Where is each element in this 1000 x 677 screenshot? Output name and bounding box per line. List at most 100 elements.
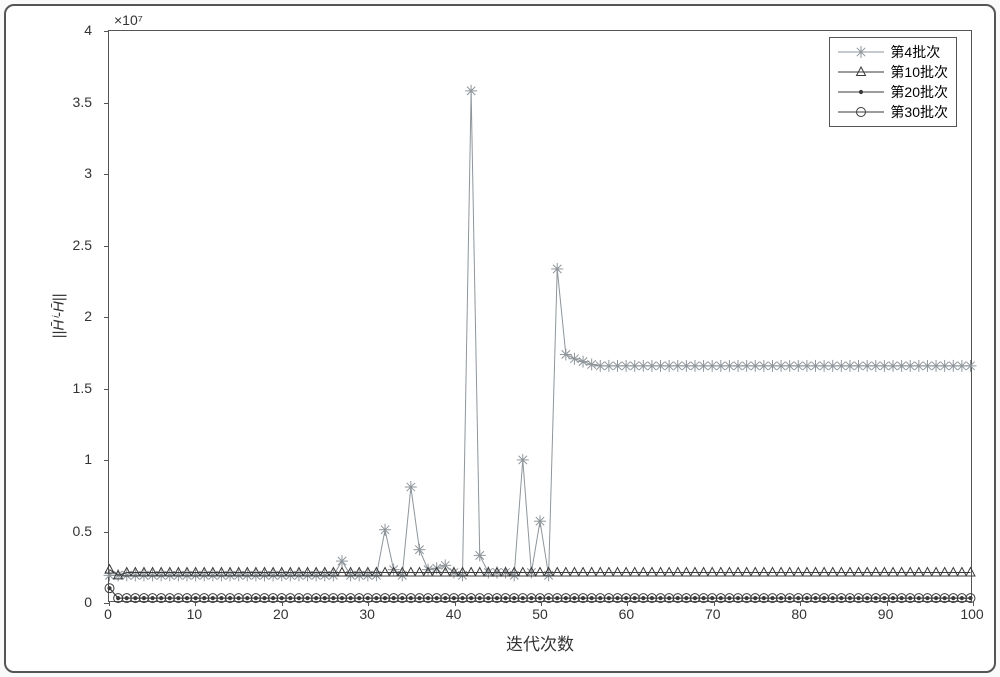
series-marker (871, 568, 880, 576)
series-marker (759, 568, 768, 576)
series-marker (465, 85, 477, 97)
legend-label: 第30批次 (890, 102, 948, 122)
series-marker (553, 568, 562, 576)
series-marker (518, 568, 527, 576)
series-marker (474, 549, 486, 561)
series-marker (716, 568, 725, 576)
legend-swatch (838, 64, 884, 80)
series-marker (837, 568, 846, 576)
series-marker (337, 568, 346, 576)
x-tick-label: 40 (446, 606, 462, 622)
series-marker (932, 568, 941, 576)
series-marker (785, 568, 794, 576)
x-tick-label: 30 (359, 606, 375, 622)
x-tick-label: 50 (532, 606, 548, 622)
series-marker (742, 568, 751, 576)
legend-swatch (838, 84, 884, 100)
series-marker (966, 568, 975, 576)
x-tick-label: 90 (878, 606, 894, 622)
series-marker (880, 568, 889, 576)
series-marker (604, 568, 613, 576)
series-marker (415, 568, 424, 576)
series-marker (587, 568, 596, 576)
y-tick-label: 1.5 (73, 380, 92, 396)
series-marker (682, 568, 691, 576)
series-marker (467, 568, 476, 576)
series-marker (820, 568, 829, 576)
y-tick-label: 3 (84, 165, 92, 181)
series-marker (561, 568, 570, 576)
series-marker (802, 568, 811, 576)
series-marker (439, 559, 451, 571)
legend-swatch (838, 44, 884, 60)
series-marker (596, 568, 605, 576)
series-marker (940, 568, 949, 576)
series-marker (811, 568, 820, 576)
series-marker (630, 568, 639, 576)
series-marker (413, 544, 425, 556)
series-marker (699, 568, 708, 576)
series-marker (889, 568, 898, 576)
series-marker (517, 454, 529, 466)
y-tick-label: 3.5 (73, 94, 92, 110)
series-marker (725, 568, 734, 576)
series-marker (854, 568, 863, 576)
series-marker (906, 568, 915, 576)
legend-label: 第20批次 (890, 82, 948, 102)
series-marker (794, 568, 803, 576)
x-tick-label: 20 (273, 606, 289, 622)
series-line (110, 91, 971, 576)
legend: 第4批次第10批次第20批次第30批次 (829, 37, 957, 127)
series-marker (336, 555, 348, 567)
y-tick-label: 0 (84, 594, 92, 610)
x-tick-label: 100 (960, 606, 983, 622)
series-marker (845, 568, 854, 576)
series-marker (551, 263, 563, 275)
figure-frame: ×10⁷ 第4批次第10批次第20批次第30批次 ||H̄ⁱ-H̄|| 迭代次数… (4, 4, 996, 673)
series-marker (536, 568, 545, 576)
series-marker (863, 568, 872, 576)
series-marker (768, 568, 777, 576)
series-marker (406, 568, 415, 576)
y-exponent-label: ×10⁷ (114, 12, 143, 28)
series-marker (734, 568, 743, 576)
x-axis-label: 迭代次数 (506, 630, 574, 655)
legend-label: 第10批次 (890, 62, 948, 82)
series-marker (777, 568, 786, 576)
y-tick-label: 2.5 (73, 237, 92, 253)
series-marker (656, 568, 665, 576)
series-marker (379, 524, 391, 536)
series-marker (923, 568, 932, 576)
series-marker (965, 360, 977, 372)
series-marker (708, 568, 717, 576)
series-marker (647, 568, 656, 576)
series-marker (422, 564, 434, 576)
series-marker (405, 481, 417, 493)
series-marker (949, 568, 958, 576)
legend-label: 第4批次 (890, 42, 940, 62)
series-marker (897, 568, 906, 576)
series-marker (673, 568, 682, 576)
series-marker (381, 568, 390, 576)
series-marker (570, 568, 579, 576)
series-marker (690, 568, 699, 576)
series-marker (534, 515, 546, 527)
series-marker (586, 358, 598, 370)
y-tick-label: 0.5 (73, 523, 92, 539)
series-marker (751, 568, 760, 576)
series-marker (914, 568, 923, 576)
series-marker (577, 356, 589, 368)
legend-row: 第30批次 (838, 102, 948, 122)
y-tick-label: 4 (84, 22, 92, 38)
y-tick-label: 1 (84, 451, 92, 467)
series-marker (639, 568, 648, 576)
legend-row: 第10批次 (838, 62, 948, 82)
legend-row: 第4批次 (838, 42, 948, 62)
x-tick-label: 0 (104, 606, 112, 622)
x-tick-label: 60 (619, 606, 635, 622)
series-marker (622, 568, 631, 576)
plot-area: 第4批次第10批次第20批次第30批次 (108, 30, 972, 602)
x-tick-label: 10 (187, 606, 203, 622)
series-marker (579, 568, 588, 576)
y-axis-label: ||H̄ⁱ-H̄|| (49, 294, 67, 339)
